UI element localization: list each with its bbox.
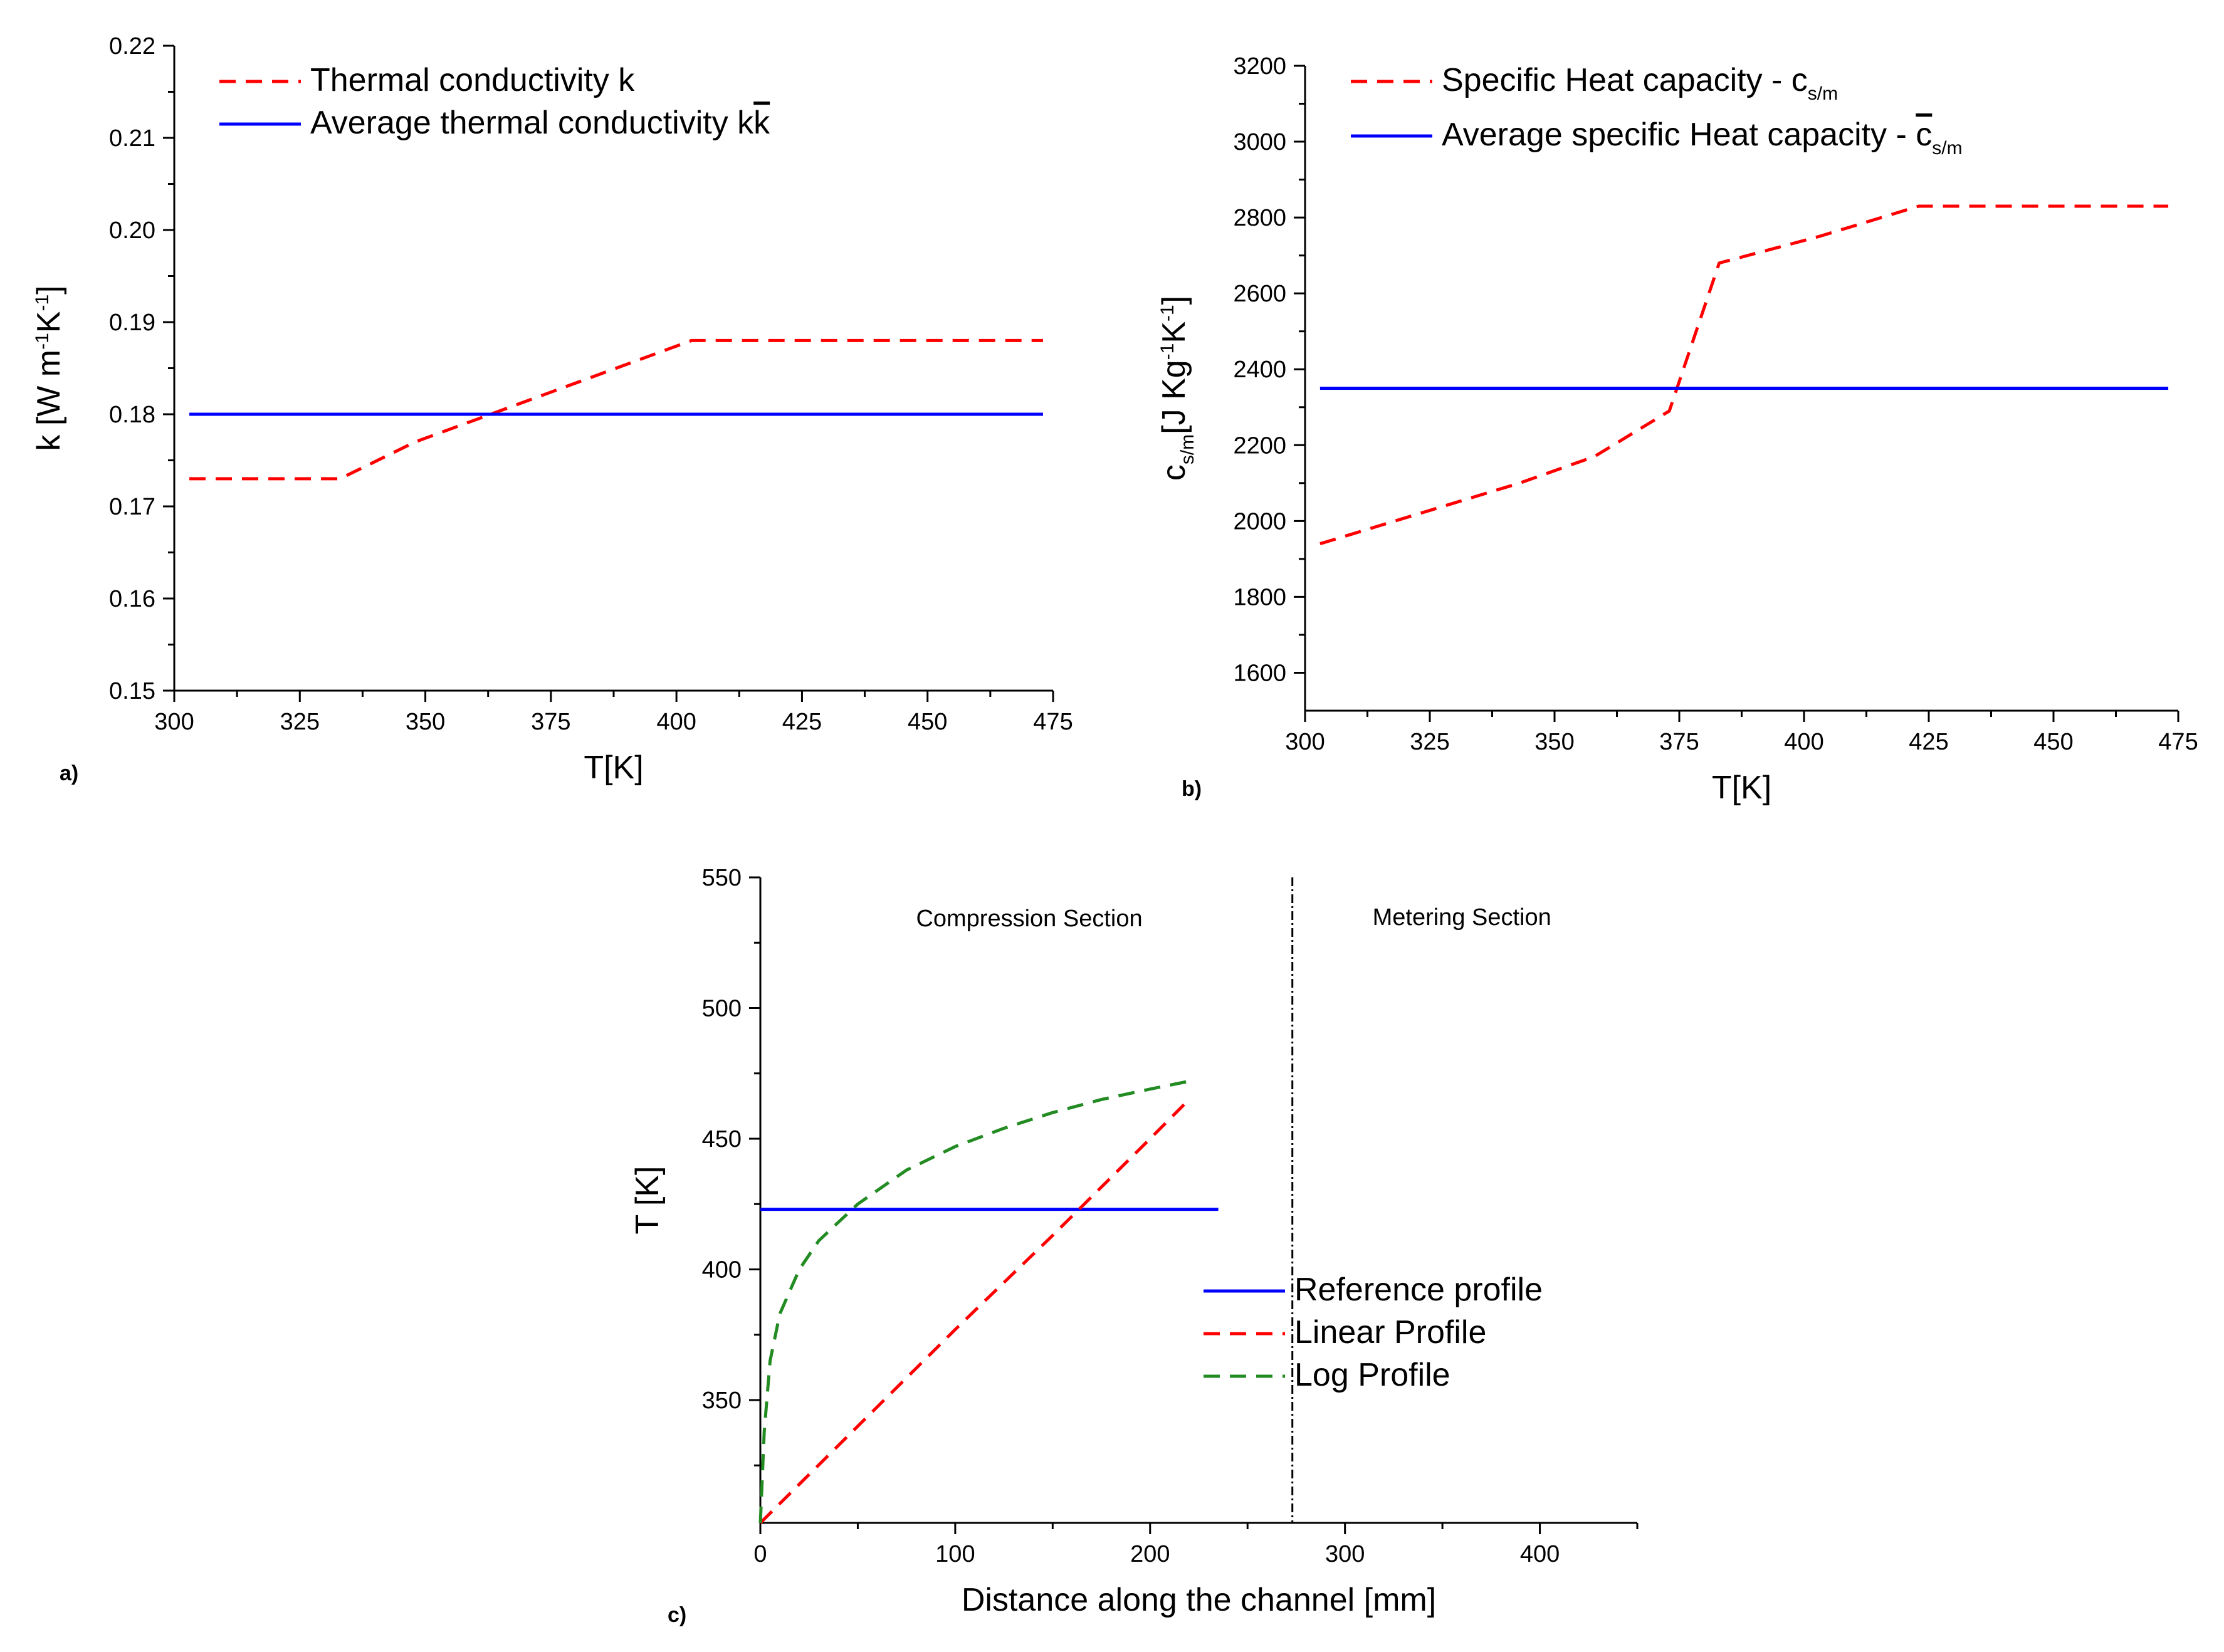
x-tick-label: 450 xyxy=(2033,729,2073,755)
y-label-text: c xyxy=(1156,464,1192,481)
legend-text: Average thermal conductivity k xyxy=(310,105,754,141)
y-tick-label: 1800 xyxy=(1233,584,1286,610)
y-tick-label: 0.18 xyxy=(109,402,155,428)
series-line-1 xyxy=(1319,204,2169,546)
legend-overline-symbol: c xyxy=(1916,117,1932,153)
annotation-metering-section: Metering Section xyxy=(1373,904,1551,931)
y-tick-label: 0.19 xyxy=(109,310,155,336)
legend-text: Log Profile xyxy=(1294,1357,1450,1393)
legend-text: Average specific Heat capacity - xyxy=(1442,117,1916,153)
x-tick-label: 325 xyxy=(280,709,320,735)
y-tick-label: 2600 xyxy=(1233,281,1286,307)
x-tick-label: 0 xyxy=(753,1541,767,1567)
y-axis-label: T [K] xyxy=(629,1166,666,1235)
panel-label: b) xyxy=(1182,777,1202,801)
y-tick-label: 400 xyxy=(702,1257,742,1283)
series-line-1 xyxy=(189,338,1043,481)
x-tick-label: 350 xyxy=(406,709,445,735)
y-label-superscript: -1 xyxy=(1157,343,1178,360)
legend-label-2: Average specific Heat capacity - cs/m xyxy=(1442,117,1963,159)
x-tick-label: 200 xyxy=(1130,1541,1170,1567)
y-label-text: ] xyxy=(1156,296,1192,305)
y-tick-label: 450 xyxy=(702,1126,742,1153)
y-label-text: K xyxy=(1156,322,1192,343)
legend-text: Thermal conductivity k xyxy=(310,62,635,98)
y-tick-label: 2200 xyxy=(1233,432,1286,459)
x-tick-label: 300 xyxy=(1325,1541,1365,1567)
y-tick-label: 0.20 xyxy=(109,217,155,244)
legend-label-2: Average thermal conductivity kk xyxy=(310,105,770,141)
x-axis-label: T[K] xyxy=(1712,770,1771,806)
x-tick-label: 300 xyxy=(154,709,194,735)
y-label-superscript: -1 xyxy=(32,295,53,311)
x-tick-label: 300 xyxy=(1285,729,1324,755)
x-axis-label: Distance along the channel [mm] xyxy=(962,1582,1436,1618)
legend-label-2: Linear Profile xyxy=(1294,1314,1486,1351)
y-tick-label: 3000 xyxy=(1233,129,1286,155)
x-tick-label: 325 xyxy=(1410,729,1449,755)
x-tick-label: 100 xyxy=(935,1541,975,1567)
x-tick-label: 375 xyxy=(531,709,570,735)
panel-label: a) xyxy=(60,761,78,785)
y-tick-label: 0.15 xyxy=(109,678,155,704)
series-line-2 xyxy=(759,1098,1190,1524)
legend-overline-symbol: k xyxy=(753,105,770,141)
legend-label-1: Reference profile xyxy=(1294,1272,1543,1308)
y-label-superscript: -1 xyxy=(1157,305,1178,322)
x-tick-label: 400 xyxy=(656,709,696,735)
legend-label-1: Thermal conductivity k xyxy=(310,62,635,98)
y-tick-label: 2800 xyxy=(1233,205,1286,231)
x-tick-label: 350 xyxy=(1534,729,1574,755)
legend-label-3: Log Profile xyxy=(1294,1357,1450,1393)
legend-label-1: Specific Heat capacity - cs/m xyxy=(1442,62,1838,104)
chart-panel-1: 300 325 350 375 400 425 450 475 0.15 0.16 0.17 0.18… xyxy=(31,33,1073,786)
x-tick-label: 400 xyxy=(1784,729,1823,755)
y-label-text: K xyxy=(31,311,67,333)
x-tick-label: 375 xyxy=(1659,729,1699,755)
y-label-text: [J Kg xyxy=(1156,360,1192,434)
legend-text: Specific Heat capacity - c xyxy=(1442,62,1808,98)
y-label-superscript: -1 xyxy=(32,333,53,350)
x-tick-label: 475 xyxy=(2158,729,2198,755)
panel-label: c) xyxy=(668,1603,686,1627)
y-label-text: ] xyxy=(31,285,67,294)
y-tick-label: 0.17 xyxy=(109,494,155,520)
annotation-compression-section: Compression Section xyxy=(916,906,1142,932)
x-tick-label: 450 xyxy=(908,709,947,735)
y-tick-label: 2400 xyxy=(1233,357,1286,383)
y-tick-label: 2000 xyxy=(1233,508,1286,535)
y-label-subscript: s/m xyxy=(1177,434,1198,464)
y-label-text: k [W m xyxy=(31,350,67,451)
y-tick-label: 0.22 xyxy=(109,33,155,60)
y-tick-label: 550 xyxy=(702,865,742,891)
y-tick-label: 3200 xyxy=(1233,53,1286,80)
y-tick-label: 0.16 xyxy=(109,586,155,612)
x-tick-label: 425 xyxy=(782,709,822,735)
x-tick-label: 400 xyxy=(1520,1541,1560,1567)
legend-text: Linear Profile xyxy=(1294,1314,1486,1351)
y-tick-label: 0.21 xyxy=(109,125,155,152)
y-tick-label: 350 xyxy=(702,1388,742,1414)
legend-subscript: s/m xyxy=(1932,138,1962,159)
y-tick-label: 1600 xyxy=(1233,660,1286,686)
chart-panel-3: 0 100 200 300 400 350 400 450 500 550 Compression … xyxy=(629,865,1639,1627)
y-axis-label: k [W m-1K-1] xyxy=(31,285,67,451)
x-tick-label: 425 xyxy=(1909,729,1948,755)
legend-subscript: s/m xyxy=(1808,83,1838,104)
y-tick-label: 500 xyxy=(702,996,742,1022)
series-line-3 xyxy=(758,1079,1190,1524)
legend-text: Reference profile xyxy=(1294,1272,1543,1308)
y-axis-label: cs/m[J Kg-1K-1] xyxy=(1156,296,1198,481)
chart-panel-2: 300 325 350 375 400 425 450 475 1600 1800 2000 2200… xyxy=(1156,53,2198,806)
x-tick-label: 475 xyxy=(1033,709,1073,735)
x-axis-label: T[K] xyxy=(584,750,643,786)
